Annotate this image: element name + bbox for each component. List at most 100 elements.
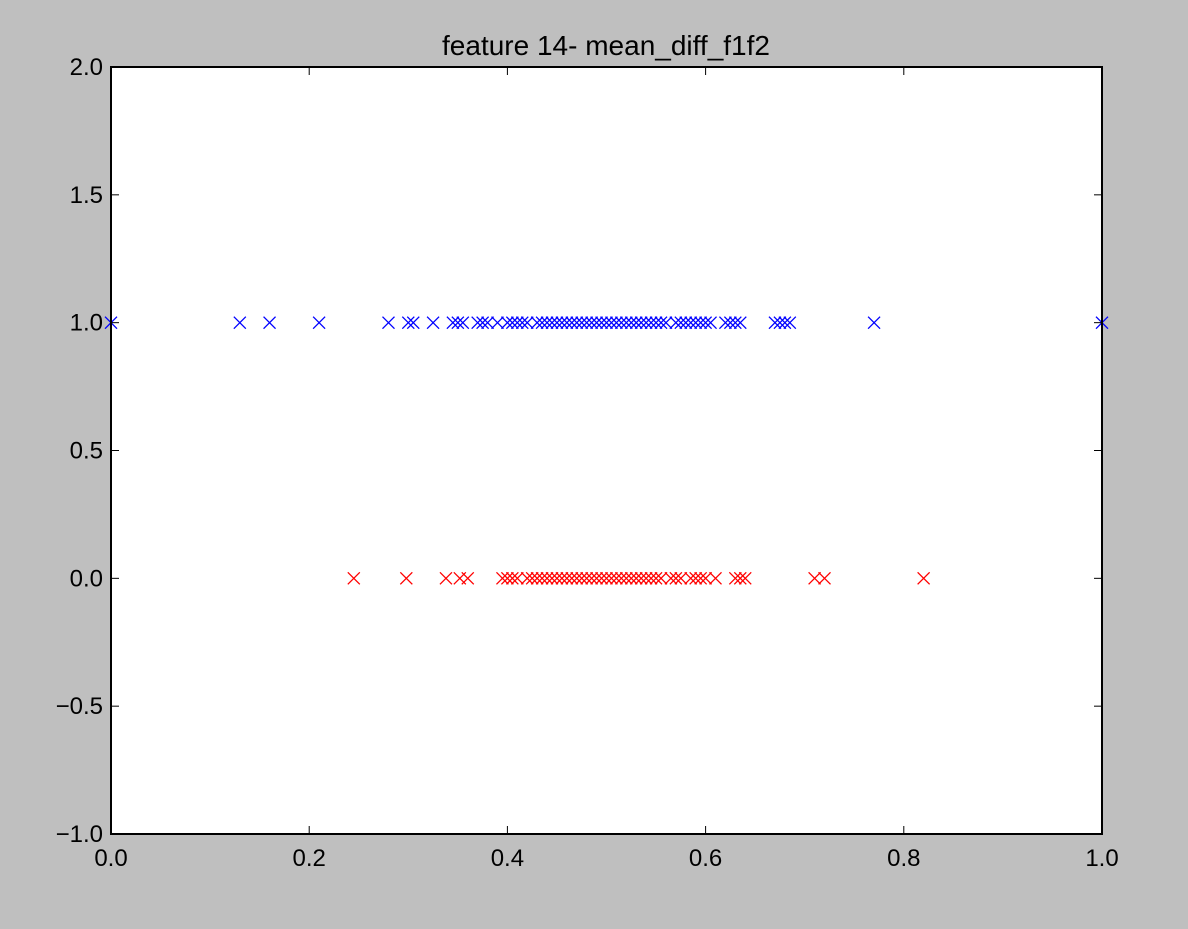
- data-point-series-2: [495, 571, 509, 585]
- y-tick-label: 2.0: [70, 54, 103, 81]
- data-point-series-2: [674, 571, 688, 585]
- data-point-series-2: [399, 571, 413, 585]
- data-point-series-1: [689, 316, 703, 330]
- data-point-series-1: [510, 316, 524, 330]
- data-point-series-2: [654, 571, 668, 585]
- data-point-series-1: [580, 316, 594, 330]
- data-point-series-1: [535, 316, 549, 330]
- y-tick-label: −1.0: [56, 821, 103, 848]
- data-point-series-2: [709, 571, 722, 585]
- data-point-series-2: [461, 571, 475, 585]
- data-point-series-1: [545, 316, 559, 330]
- data-point-series-2: [604, 571, 618, 585]
- x-tick-label: 0.2: [293, 845, 326, 872]
- data-point-series-1: [679, 316, 693, 330]
- data-point-series-1: [624, 316, 638, 330]
- data-point-series-2: [500, 571, 514, 585]
- y-tick-label: 0.0: [70, 565, 103, 592]
- data-point-series-1: [382, 316, 395, 330]
- data-point-series-2: [624, 571, 638, 585]
- data-point-series-1: [694, 316, 708, 330]
- data-point-series-2: [694, 571, 708, 585]
- data-point-series-1: [768, 316, 782, 330]
- data-point-series-2: [619, 571, 633, 585]
- data-point-series-2: [818, 571, 831, 585]
- data-point-series-2: [505, 571, 519, 585]
- data-point-series-1: [406, 316, 420, 330]
- data-point-series-2: [684, 571, 698, 585]
- data-point-series-1: [699, 316, 713, 330]
- data-point-series-2: [649, 571, 663, 585]
- data-point-series-1: [540, 316, 554, 330]
- data-point-series-2: [570, 571, 584, 585]
- y-tick-label: 0.5: [70, 438, 103, 465]
- data-point-series-2: [550, 571, 564, 585]
- data-point-series-1: [733, 316, 747, 330]
- data-point-series-2: [595, 571, 609, 585]
- data-point-series-1: [491, 316, 504, 330]
- data-point-series-2: [644, 571, 658, 585]
- y-tick-label: 1.0: [70, 310, 103, 337]
- data-point-series-1: [659, 316, 673, 330]
- data-point-series-1: [773, 316, 787, 330]
- plot-area: [111, 67, 1102, 834]
- data-point-series-1: [456, 316, 470, 330]
- data-point-series-1: [560, 316, 574, 330]
- data-point-series-1: [867, 316, 881, 330]
- data-point-series-2: [629, 571, 643, 585]
- data-point-series-2: [520, 571, 534, 585]
- data-point-series-1: [515, 316, 529, 330]
- data-point-series-1: [233, 316, 247, 330]
- data-point-series-1: [728, 316, 742, 330]
- data-point-series-1: [609, 316, 623, 330]
- data-point-series-1: [530, 316, 544, 330]
- data-point-series-1: [604, 316, 618, 330]
- data-point-series-1: [575, 316, 589, 330]
- data-point-series-1: [783, 316, 797, 330]
- x-tick-label: 1.0: [1085, 845, 1118, 872]
- data-point-series-1: [639, 316, 653, 330]
- data-point-series-1: [723, 316, 737, 330]
- data-point-series-1: [704, 316, 718, 330]
- data-point-series-2: [530, 571, 544, 585]
- data-point-series-2: [525, 571, 539, 585]
- data-point-series-1: [550, 316, 564, 330]
- data-point-series-1: [476, 316, 490, 330]
- data-point-series-1: [312, 316, 326, 330]
- data-point-series-2: [347, 571, 361, 585]
- data-point-series-2: [580, 571, 594, 585]
- chart-title: feature 14- mean_diff_f1f2: [442, 30, 770, 61]
- data-point-series-1: [634, 316, 648, 330]
- data-point-series-1: [614, 316, 628, 330]
- data-point-series-1: [629, 316, 643, 330]
- data-point-series-2: [639, 571, 653, 585]
- data-point-series-1: [674, 316, 688, 330]
- data-point-series-2: [600, 571, 613, 585]
- data-point-series-1: [585, 316, 599, 330]
- data-point-series-1: [500, 316, 514, 330]
- data-point-series-2: [728, 571, 742, 585]
- data-point-series-1: [481, 316, 495, 330]
- x-tick-label: 0.0: [94, 845, 127, 872]
- data-point-series-1: [520, 316, 534, 330]
- data-marks: [104, 316, 1109, 585]
- data-point-series-1: [446, 316, 460, 330]
- data-point-series-2: [535, 571, 549, 585]
- data-point-series-2: [609, 571, 623, 585]
- data-point-series-1: [471, 316, 485, 330]
- data-point-series-1: [590, 316, 604, 330]
- data-point-series-2: [634, 571, 648, 585]
- data-point-series-1: [505, 316, 519, 330]
- data-point-series-2: [738, 571, 752, 585]
- data-point-series-1: [654, 316, 668, 330]
- data-point-series-2: [560, 571, 574, 585]
- data-point-series-1: [778, 316, 792, 330]
- data-point-series-2: [555, 571, 569, 585]
- data-point-series-2: [664, 571, 678, 585]
- data-point-series-1: [263, 316, 277, 330]
- data-point-series-2: [585, 571, 599, 585]
- data-point-series-1: [718, 316, 732, 330]
- data-point-series-2: [808, 571, 822, 585]
